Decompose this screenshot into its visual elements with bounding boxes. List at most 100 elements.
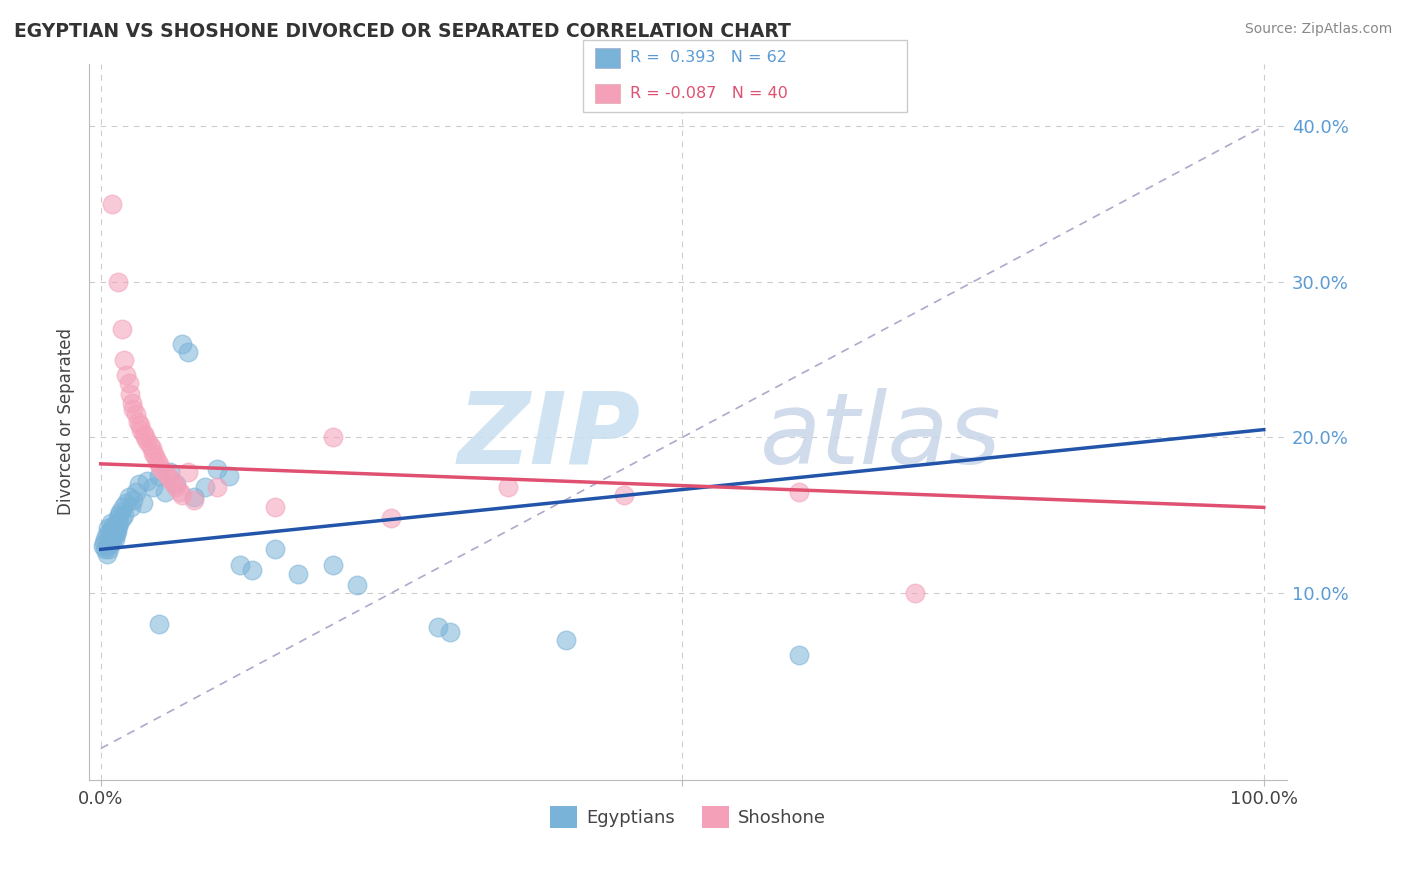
Point: [172, 488, 194, 502]
Point: [104, 520, 127, 534]
Point: [103, 530, 125, 544]
Point: [136, 434, 159, 448]
Point: [183, 490, 205, 504]
Point: [380, 511, 402, 525]
Point: [157, 469, 180, 483]
Point: [172, 337, 194, 351]
Point: [104, 526, 127, 541]
Point: [177, 344, 200, 359]
Point: [103, 519, 125, 533]
Point: [97, 539, 120, 553]
Point: [169, 484, 191, 499]
Point: [100, 516, 122, 530]
Point: [287, 567, 309, 582]
Point: [94, 542, 117, 557]
Point: [110, 505, 132, 519]
Point: [96, 547, 118, 561]
Text: EGYPTIAN VS SHOSHONE DIVORCED OR SEPARATED CORRELATION CHART: EGYPTIAN VS SHOSHONE DIVORCED OR SEPARAT…: [14, 22, 792, 41]
Point: [194, 480, 217, 494]
Point: [322, 430, 344, 444]
Point: [107, 275, 129, 289]
Point: [229, 558, 252, 572]
Point: [264, 500, 287, 515]
Point: [111, 321, 134, 335]
Point: [122, 402, 145, 417]
Point: [108, 516, 131, 530]
Text: R =  0.393   N = 62: R = 0.393 N = 62: [630, 51, 787, 65]
Point: [787, 484, 810, 499]
Point: [93, 536, 115, 550]
Point: [148, 457, 170, 471]
Point: [107, 511, 129, 525]
Point: [439, 624, 461, 639]
Point: [148, 617, 170, 632]
Point: [111, 511, 134, 525]
Point: [165, 480, 187, 494]
Point: [136, 474, 159, 488]
Point: [118, 387, 141, 401]
Point: [104, 532, 127, 546]
Point: [91, 539, 114, 553]
Point: [98, 536, 121, 550]
Point: [97, 542, 120, 557]
Point: [145, 449, 167, 463]
Point: [117, 376, 139, 390]
Point: [127, 415, 149, 429]
Text: atlas: atlas: [761, 388, 1001, 484]
Point: [496, 480, 519, 494]
Point: [346, 578, 368, 592]
Point: [555, 632, 578, 647]
Point: [117, 490, 139, 504]
Point: [218, 469, 240, 483]
Point: [121, 396, 143, 410]
Point: [177, 465, 200, 479]
Point: [100, 526, 122, 541]
Point: [183, 492, 205, 507]
Text: R = -0.087   N = 40: R = -0.087 N = 40: [630, 87, 787, 101]
Legend: Egyptians, Shoshone: Egyptians, Shoshone: [543, 798, 834, 835]
Point: [163, 477, 186, 491]
Point: [205, 461, 228, 475]
Point: [159, 472, 181, 486]
Point: [131, 496, 153, 510]
Point: [122, 492, 145, 507]
Point: [134, 430, 156, 444]
Point: [145, 454, 167, 468]
Point: [124, 407, 146, 421]
Point: [150, 461, 173, 475]
Point: [98, 524, 121, 538]
Point: [101, 197, 124, 211]
Text: Source: ZipAtlas.com: Source: ZipAtlas.com: [1244, 22, 1392, 37]
Point: [101, 524, 124, 538]
Point: [205, 480, 228, 494]
Point: [115, 496, 138, 510]
Point: [904, 586, 927, 600]
Point: [148, 469, 170, 483]
Point: [94, 532, 117, 546]
Point: [97, 532, 120, 546]
Y-axis label: Divorced or Separated: Divorced or Separated: [58, 328, 75, 516]
Text: ZIP: ZIP: [457, 388, 640, 484]
Point: [264, 542, 287, 557]
Point: [124, 484, 146, 499]
Point: [105, 516, 128, 530]
Point: [138, 438, 160, 452]
Point: [322, 558, 344, 572]
Point: [120, 500, 142, 515]
Point: [104, 524, 127, 538]
Point: [787, 648, 810, 662]
Point: [105, 524, 128, 538]
Point: [115, 368, 138, 383]
Point: [141, 442, 163, 456]
Point: [165, 477, 187, 491]
Point: [153, 484, 176, 499]
Point: [111, 500, 134, 515]
Point: [153, 465, 176, 479]
Point: [131, 423, 153, 437]
Point: [128, 477, 150, 491]
Point: [129, 417, 152, 432]
Point: [427, 620, 450, 634]
Point: [96, 526, 118, 541]
Point: [132, 427, 155, 442]
Point: [159, 465, 181, 479]
